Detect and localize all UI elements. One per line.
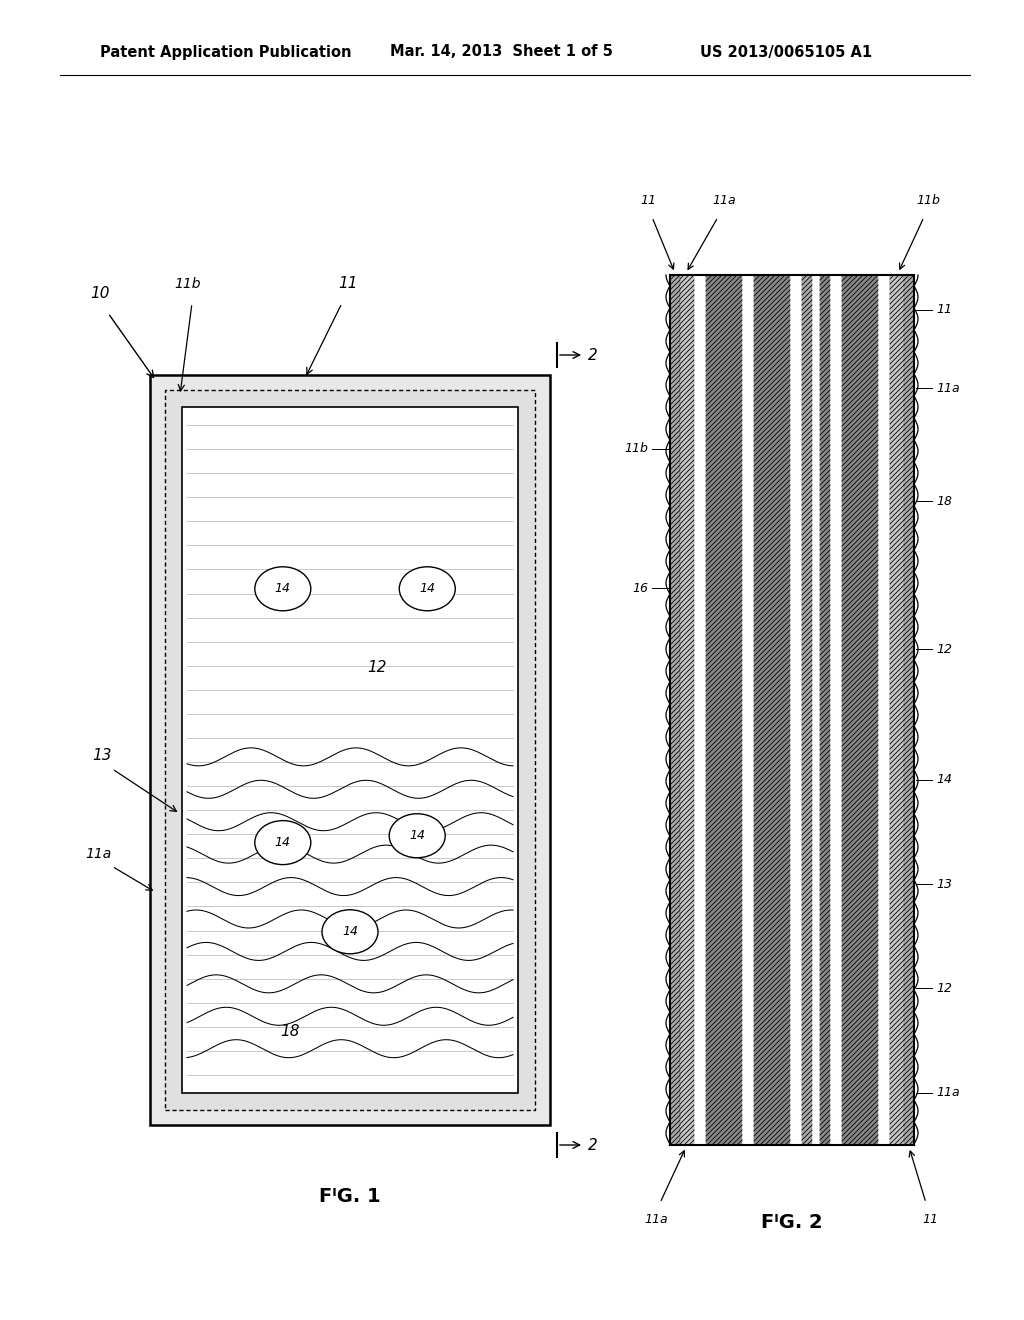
Bar: [754, 275, 790, 1144]
Text: 12: 12: [936, 643, 952, 656]
Text: 11a: 11a: [936, 1086, 959, 1100]
Text: Patent Application Publication: Patent Application Publication: [100, 45, 351, 59]
Bar: [890, 275, 904, 1144]
Ellipse shape: [399, 566, 456, 611]
Ellipse shape: [255, 566, 311, 611]
Text: US 2013/0065105 A1: US 2013/0065105 A1: [700, 45, 872, 59]
Bar: [182, 407, 518, 1093]
Text: 2: 2: [588, 1138, 598, 1152]
Text: 11a: 11a: [712, 194, 736, 207]
Ellipse shape: [255, 821, 311, 865]
Text: 13: 13: [92, 748, 112, 763]
Text: 11a: 11a: [85, 846, 112, 861]
Text: 11: 11: [922, 1213, 938, 1226]
Bar: [904, 275, 914, 1144]
Text: 10: 10: [90, 286, 110, 301]
Bar: [842, 275, 878, 1144]
Text: 11a: 11a: [936, 381, 959, 395]
Bar: [670, 275, 680, 1144]
Bar: [670, 275, 914, 1144]
Bar: [790, 275, 802, 1144]
Text: 11: 11: [640, 194, 656, 207]
Text: 12: 12: [936, 982, 952, 995]
Text: 14: 14: [936, 774, 952, 787]
Text: 13: 13: [936, 878, 952, 891]
Bar: [150, 375, 550, 1125]
Text: 14: 14: [419, 582, 435, 595]
Ellipse shape: [322, 909, 378, 954]
Text: 14: 14: [342, 925, 358, 939]
Text: 18: 18: [280, 1024, 299, 1039]
Bar: [742, 275, 754, 1144]
Text: 11b: 11b: [624, 442, 648, 455]
Text: 14: 14: [410, 829, 425, 842]
Bar: [165, 389, 535, 1110]
Text: 11b: 11b: [916, 194, 940, 207]
Text: 11a: 11a: [644, 1213, 668, 1226]
Text: 14: 14: [274, 582, 291, 595]
Text: FᴵG. 1: FᴵG. 1: [319, 1188, 381, 1206]
Bar: [802, 275, 812, 1144]
Text: 11: 11: [936, 304, 952, 317]
Bar: [820, 275, 830, 1144]
Text: 11: 11: [338, 276, 357, 290]
Text: 14: 14: [274, 836, 291, 849]
Bar: [878, 275, 890, 1144]
Text: Mar. 14, 2013  Sheet 1 of 5: Mar. 14, 2013 Sheet 1 of 5: [390, 45, 613, 59]
Bar: [694, 275, 706, 1144]
Text: 11b: 11b: [175, 277, 202, 290]
Bar: [812, 275, 820, 1144]
Ellipse shape: [389, 813, 445, 858]
Text: 12: 12: [368, 660, 387, 676]
Text: 18: 18: [936, 495, 952, 508]
Bar: [706, 275, 742, 1144]
Text: 2: 2: [588, 347, 598, 363]
Text: FᴵG. 2: FᴵG. 2: [761, 1213, 823, 1233]
Text: 16: 16: [632, 582, 648, 595]
Bar: [680, 275, 694, 1144]
Bar: [830, 275, 842, 1144]
